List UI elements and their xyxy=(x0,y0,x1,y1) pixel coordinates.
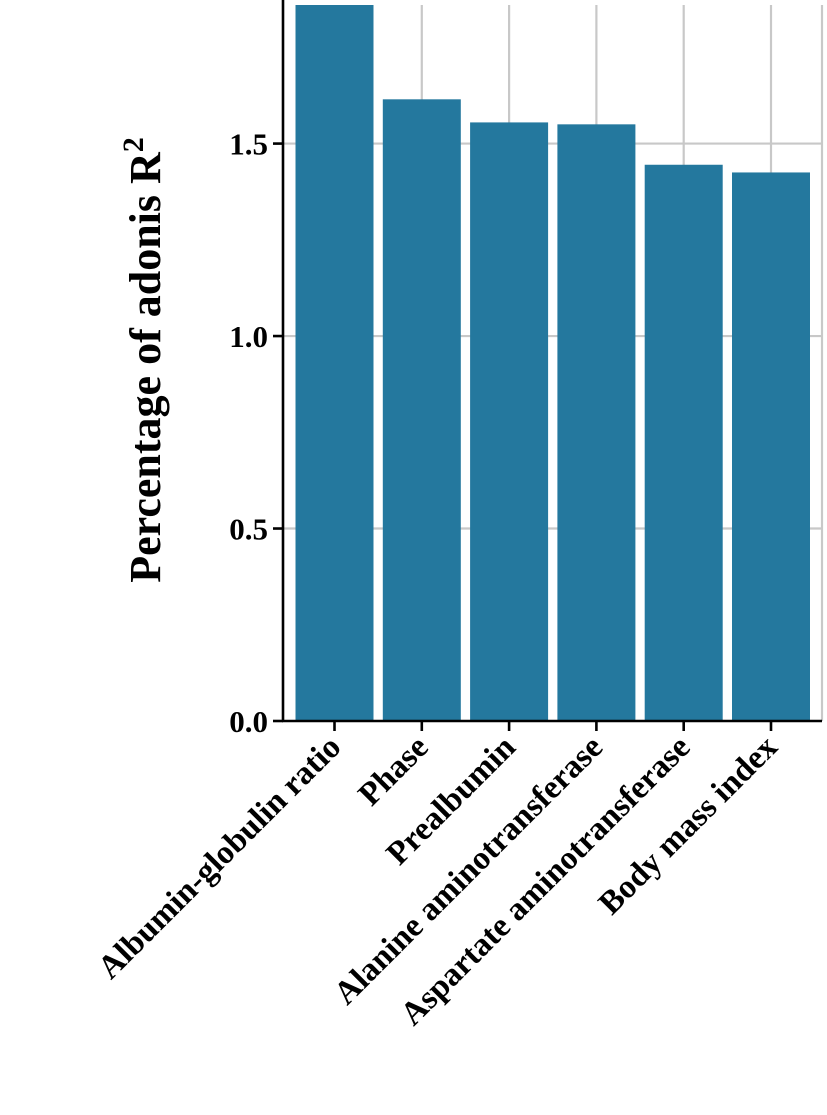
y-tick-label-3: 1.5 xyxy=(229,127,268,162)
y-axis-title: Percentage of adonis R2 xyxy=(117,137,170,583)
y-tick-label-2: 1.0 xyxy=(229,319,268,354)
x-ticks: Albumin-globulin ratio PhasePrealbuminAla… xyxy=(91,721,785,1033)
bar-2 xyxy=(470,122,549,722)
bar-1 xyxy=(382,99,461,721)
y-tick-label-0: 0.0 xyxy=(229,704,268,739)
bar-0 xyxy=(295,5,374,721)
bar-3 xyxy=(557,124,636,722)
y-ticks: 0.0 0.5 1.0 1.5 xyxy=(229,127,283,739)
x-tick-label-0: Albumin-globulin ratio xyxy=(91,729,348,986)
axes xyxy=(281,0,822,723)
bar-4 xyxy=(644,164,723,721)
bars xyxy=(295,5,810,722)
x-tick-label-1: Phase xyxy=(352,729,436,813)
y-axis-title-text: Percentage of adonis R xyxy=(121,151,170,583)
y-axis-title-superscript: 2 xyxy=(117,137,150,152)
bar-5 xyxy=(732,172,810,722)
y-tick-label-1: 0.5 xyxy=(229,512,268,547)
